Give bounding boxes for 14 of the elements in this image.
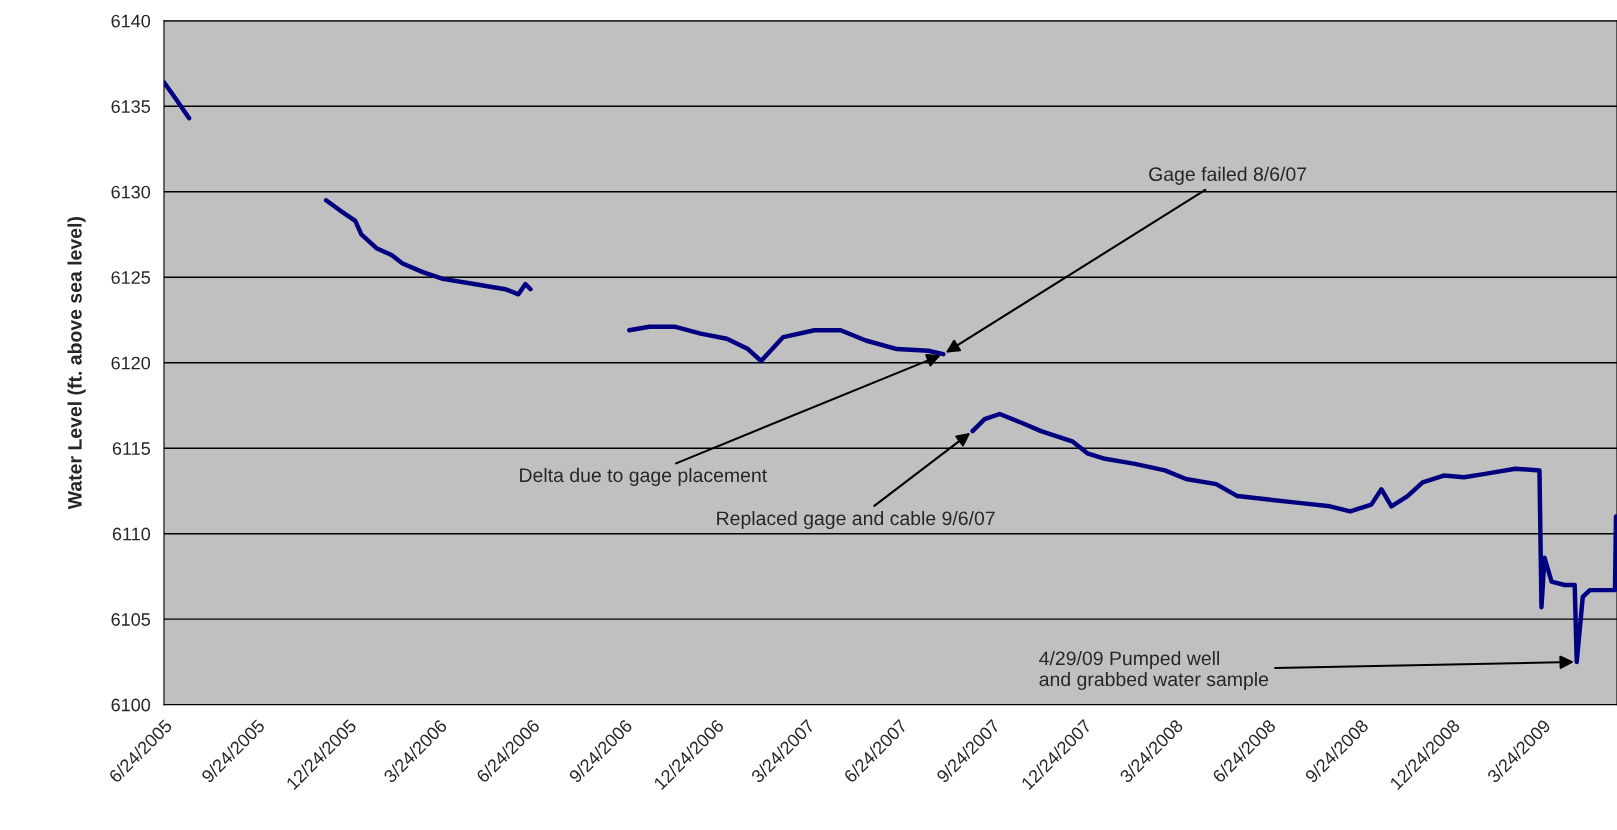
y-axis-title: Water Level (ft. above sea level) xyxy=(67,217,86,510)
annotation: 4/29/09 Pumped well and grabbed water sample xyxy=(1039,650,1269,691)
y-tick-label: 6135 xyxy=(111,100,151,113)
y-tick-label: 6110 xyxy=(112,527,151,541)
y-tick-label: 6115 xyxy=(112,442,151,455)
y-tick-label: 6100 xyxy=(111,698,151,712)
y-tick-label: 6140 xyxy=(111,14,151,28)
y-tick-label: 6105 xyxy=(111,613,151,626)
y-tick-label: 6120 xyxy=(111,356,151,370)
annotation: Delta due to gage placement xyxy=(520,467,767,486)
annotation: Replaced gage and cable 9/6/07 xyxy=(717,510,995,530)
annotation: Gage failed 8/6/07 xyxy=(1149,166,1307,185)
y-tick-label: 6125 xyxy=(111,271,151,284)
y-tick-label: 6130 xyxy=(111,185,151,199)
